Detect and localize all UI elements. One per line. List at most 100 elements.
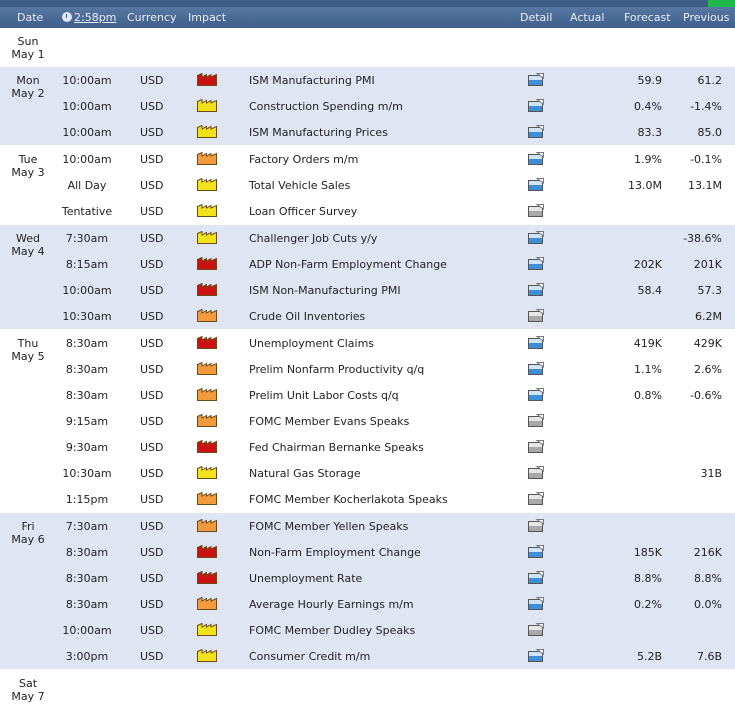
impact-medium-icon — [197, 309, 217, 322]
event-time: Tentative — [61, 205, 113, 218]
detail-icon[interactable] — [528, 99, 544, 112]
table-row[interactable]: 8:30am USD Prelim Unit Labor Costs q/q 0.8%… — [0, 382, 735, 408]
impact-medium-icon — [197, 388, 217, 401]
event-time: 8:30am — [65, 337, 109, 350]
day-group: Wed May 4 7:30am USD Challenger Job Cuts y/y… — [0, 225, 735, 330]
event-forecast: 8.8% — [634, 572, 662, 585]
detail-icon[interactable] — [528, 178, 544, 191]
event-time: 7:30am — [65, 232, 109, 245]
impact-high-icon — [197, 283, 217, 296]
table-row[interactable]: 1:15pm USD FOMC Member Kocherlakota Speaks — [0, 486, 735, 512]
event-time: 10:00am — [62, 126, 112, 139]
detail-icon[interactable] — [528, 283, 544, 296]
table-row[interactable]: 10:00am USD ISM Manufacturing PMI 59.9 61.2 — [0, 67, 735, 93]
table-row[interactable]: 10:00am USD ISM Non-Manufacturing PMI 58.4 5… — [0, 277, 735, 303]
event-forecast: 58.4 — [637, 284, 663, 297]
event-name: Fed Chairman Bernanke Speaks — [249, 441, 424, 454]
impact-medium-icon — [197, 597, 217, 610]
detail-icon[interactable] — [528, 414, 544, 427]
table-row[interactable]: 10:00am USD Factory Orders m/m 1.9% -0.1% — [0, 146, 735, 172]
event-forecast: 59.9 — [637, 74, 663, 87]
event-name: FOMC Member Dudley Speaks — [249, 624, 416, 637]
detail-icon[interactable] — [528, 257, 544, 270]
table-row[interactable]: All Day USD Total Vehicle Sales 13.0M 13.1M — [0, 172, 735, 198]
table-row[interactable]: 7:30am USD Challenger Job Cuts y/y -38.6% — [0, 225, 735, 251]
table-row[interactable]: 10:00am USD FOMC Member Dudley Speaks — [0, 617, 735, 643]
header-detail: Detail — [520, 11, 553, 24]
event-previous: 85.0 — [697, 126, 723, 139]
table-row[interactable]: 10:30am USD Natural Gas Storage 31B — [0, 460, 735, 486]
event-currency: USD — [140, 153, 164, 166]
event-name: ISM Non-Manufacturing PMI — [249, 284, 401, 297]
table-row[interactable]: 10:30am USD Crude Oil Inventories 6.2M — [0, 303, 735, 329]
day-date: May 7 — [11, 690, 45, 703]
event-currency: USD — [140, 205, 164, 218]
day-date: May 3 — [11, 166, 45, 179]
detail-icon[interactable] — [528, 231, 544, 244]
event-currency: USD — [140, 100, 164, 113]
event-currency: USD — [140, 572, 164, 585]
impact-low-icon — [197, 204, 217, 217]
event-previous: -0.6% — [690, 389, 722, 402]
event-previous: 429K — [693, 337, 722, 350]
impact-low-icon — [197, 649, 217, 662]
table-row[interactable]: 8:30am USD Average Hourly Earnings m/m 0.2%… — [0, 591, 735, 617]
day-date: May 4 — [11, 245, 45, 258]
detail-icon[interactable] — [528, 466, 544, 479]
event-time: 9:15am — [65, 415, 109, 428]
table-row[interactable]: 10:00am USD ISM Manufacturing Prices 83.3 85… — [0, 119, 735, 145]
event-time: 8:30am — [65, 389, 109, 402]
table-row[interactable]: 8:30am USD Unemployment Claims 419K 429K — [0, 330, 735, 356]
table-row[interactable]: 8:30am USD Unemployment Rate 8.8% 8.8% — [0, 565, 735, 591]
event-name: Consumer Credit m/m — [249, 650, 371, 663]
impact-high-icon — [197, 440, 217, 453]
table-row[interactable]: 9:30am USD Fed Chairman Bernanke Speaks — [0, 434, 735, 460]
detail-icon[interactable] — [528, 519, 544, 532]
table-row[interactable]: 10:00am USD Construction Spending m/m 0.4% -… — [0, 93, 735, 119]
table-row[interactable]: 9:15am USD FOMC Member Evans Speaks — [0, 408, 735, 434]
header-impact: Impact — [188, 11, 227, 24]
table-row[interactable]: 8:30am USD Non-Farm Employment Change 185K 2… — [0, 539, 735, 565]
event-currency: USD — [140, 520, 164, 533]
day-date: May 2 — [11, 87, 45, 100]
impact-medium-icon — [197, 414, 217, 427]
detail-icon[interactable] — [528, 649, 544, 662]
detail-icon[interactable] — [528, 440, 544, 453]
event-previous: 6.2M — [695, 310, 722, 323]
header-previous: Previous — [683, 11, 730, 24]
header-date: Date — [17, 11, 44, 24]
detail-icon[interactable] — [528, 336, 544, 349]
detail-icon[interactable] — [528, 309, 544, 322]
event-previous: 13.1M — [688, 179, 722, 192]
impact-low-icon — [197, 125, 217, 138]
detail-icon[interactable] — [528, 623, 544, 636]
detail-icon[interactable] — [528, 492, 544, 505]
event-name: Construction Spending m/m — [249, 100, 403, 113]
detail-icon[interactable] — [528, 125, 544, 138]
detail-icon[interactable] — [528, 204, 544, 217]
impact-medium-icon — [197, 362, 217, 375]
table-row[interactable]: 3:00pm USD Consumer Credit m/m 5.2B 7.6B — [0, 643, 735, 669]
header-time-label[interactable]: 2:58pm — [74, 11, 117, 24]
table-row[interactable]: 8:15am USD ADP Non-Farm Employment Change 2… — [0, 251, 735, 277]
table-row[interactable]: 7:30am USD FOMC Member Yellen Speaks — [0, 513, 735, 539]
detail-icon[interactable] — [528, 73, 544, 86]
header-time[interactable]: 2:58pm — [62, 11, 116, 24]
event-forecast: 0.2% — [634, 598, 662, 611]
detail-icon[interactable] — [528, 362, 544, 375]
impact-low-icon — [197, 231, 217, 244]
day-date: May 6 — [11, 533, 45, 546]
detail-icon[interactable] — [528, 571, 544, 584]
impact-medium-icon — [197, 152, 217, 165]
detail-icon[interactable] — [528, 388, 544, 401]
table-row[interactable]: Tentative USD Loan Officer Survey — [0, 198, 735, 224]
detail-icon[interactable] — [528, 152, 544, 165]
event-currency: USD — [140, 337, 164, 350]
day-label: Tue May 3 — [0, 153, 56, 179]
event-previous: 7.6B — [696, 650, 722, 663]
table-row[interactable]: 8:30am USD Prelim Nonfarm Productivity q/q… — [0, 356, 735, 382]
event-previous: -0.1% — [690, 153, 722, 166]
detail-icon[interactable] — [528, 545, 544, 558]
detail-icon[interactable] — [528, 597, 544, 610]
clock-icon — [62, 12, 72, 22]
